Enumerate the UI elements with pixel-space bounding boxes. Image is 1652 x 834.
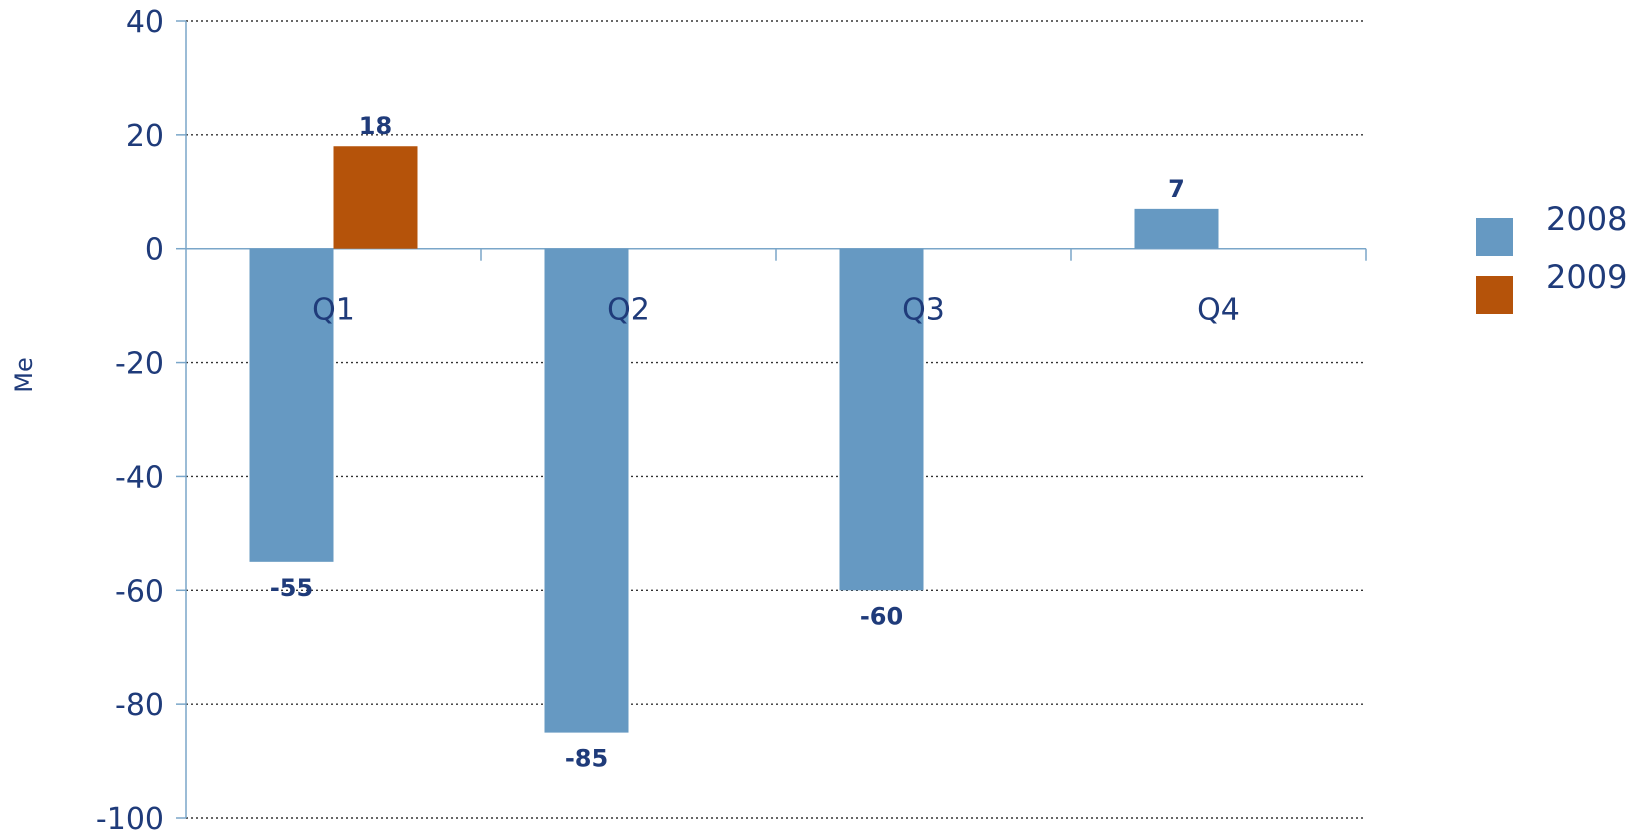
bars	[249, 146, 1219, 733]
bar-2008-Q2	[544, 248, 629, 733]
y-tick-label: 0	[145, 233, 164, 268]
y-axis-title: Me	[10, 357, 38, 392]
data-label: -55	[270, 574, 313, 602]
y-tick-label: -40	[115, 460, 164, 495]
legend-label: 2008	[1546, 200, 1627, 238]
legend-label: 2009	[1546, 258, 1627, 296]
y-tick-label: -60	[115, 574, 164, 609]
legend-swatch-2008	[1476, 218, 1513, 256]
x-category-label: Q4	[1197, 293, 1240, 328]
y-tick-label: 40	[126, 5, 164, 40]
data-label: 7	[1168, 175, 1185, 203]
bar-2008-Q1	[249, 248, 334, 562]
y-tick-label: -20	[115, 347, 164, 382]
y-tick-label: 20	[126, 119, 164, 154]
x-category-label: Q3	[902, 293, 945, 328]
labels: -55 -85 -60 7 18 Q1 Q2 Q3 Q4	[270, 112, 1240, 772]
bar-2009-Q1	[333, 146, 418, 249]
data-label: -60	[860, 602, 903, 630]
data-label: 18	[359, 112, 392, 140]
x-category-label: Q2	[607, 293, 650, 328]
bar-2008-Q3	[839, 248, 924, 591]
y-tick-label: -100	[96, 802, 164, 834]
legend: 2008 2009	[1476, 200, 1627, 314]
gridlines	[186, 20, 1366, 819]
data-label: -85	[565, 745, 608, 773]
y-tick-label: -80	[115, 688, 164, 723]
bar-2008-Q4	[1134, 208, 1219, 249]
axes: 40 20 0 -20 -40 -60 -80 -100	[96, 5, 1367, 834]
x-category-label: Q1	[312, 293, 355, 328]
legend-swatch-2009	[1476, 276, 1513, 314]
